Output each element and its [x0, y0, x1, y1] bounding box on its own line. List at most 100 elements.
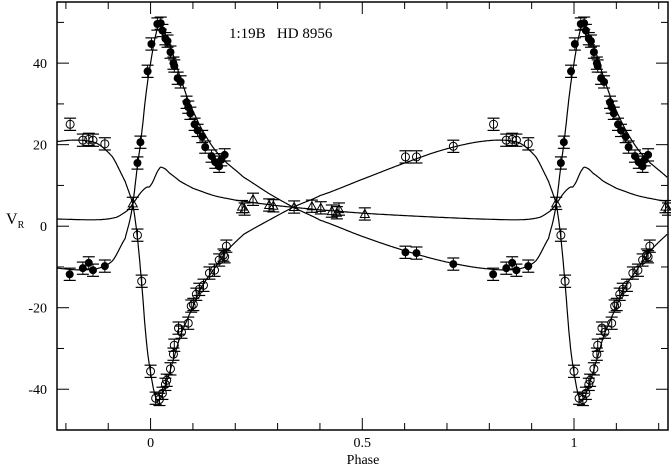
data-point-open-triangle: [314, 201, 327, 215]
marker-open-triangle: [288, 201, 300, 212]
data-point-filled-circle: [145, 37, 158, 51]
marker-filled-circle: [644, 150, 653, 159]
x-tick-label: 1: [571, 436, 578, 451]
data-point-filled-circle: [554, 156, 567, 170]
data-point-open-circle: [135, 274, 148, 288]
marker-open-circle: [628, 268, 638, 278]
data-point-open-circle: [203, 266, 216, 280]
marker-filled-circle: [65, 270, 74, 279]
marker-open-circle: [592, 349, 602, 359]
data-points: [63, 16, 671, 407]
data-point-open-circle: [642, 250, 655, 264]
model-curve-filled-circle: [57, 21, 668, 271]
marker-filled-circle: [502, 264, 511, 273]
data-point-filled-circle: [584, 34, 597, 48]
data-point-open-circle: [144, 364, 157, 379]
marker-open-circle: [65, 119, 75, 129]
marker-filled-circle: [201, 143, 210, 152]
data-point-open-circle: [554, 228, 567, 242]
data-point-filled-circle: [510, 263, 523, 277]
data-point-open-circle: [168, 338, 181, 352]
data-point-open-triangle: [662, 202, 671, 216]
marker-filled-circle: [621, 132, 630, 141]
marker-open-circle: [622, 280, 632, 290]
data-point-open-circle: [598, 325, 611, 339]
data-point-filled-circle: [557, 135, 570, 149]
data-point-filled-circle: [568, 37, 581, 51]
marker-filled-circle: [489, 270, 498, 279]
data-point-open-circle: [131, 228, 144, 242]
y-tick-labels: -40 -20 0 20 40: [28, 57, 47, 398]
marker-filled-circle: [559, 138, 568, 147]
marker-open-circle: [607, 318, 617, 328]
marker-filled-circle: [176, 77, 185, 86]
marker-filled-circle: [412, 249, 421, 258]
data-point-open-circle: [156, 386, 169, 401]
marker-open-circle: [400, 152, 410, 162]
data-point-filled-circle: [565, 64, 578, 79]
marker-open-triangle: [550, 197, 562, 208]
data-point-open-circle: [182, 316, 195, 330]
y-tick-label: 0: [40, 220, 47, 235]
data-point-open-triangle: [267, 199, 280, 213]
chart-title: 1:19B HD 8956: [229, 26, 333, 42]
x-tick-label: 0.5: [354, 436, 372, 451]
data-point-filled-circle: [141, 64, 154, 79]
data-point-open-circle: [399, 150, 412, 164]
model-curves: [57, 21, 668, 402]
data-point-open-triangle: [238, 202, 251, 216]
marker-filled-circle: [401, 248, 410, 257]
y-tick-label: 20: [33, 139, 47, 154]
marker-open-circle: [581, 388, 591, 398]
marker-filled-circle: [163, 37, 172, 46]
data-point-open-circle: [167, 347, 180, 361]
marker-filled-circle: [220, 150, 229, 159]
data-point-filled-circle: [98, 259, 111, 273]
marker-open-circle: [523, 139, 533, 149]
data-point-open-circle: [584, 373, 597, 387]
marker-filled-circle: [593, 61, 602, 70]
marker-open-circle: [584, 379, 594, 389]
marker-open-triangle: [239, 203, 250, 214]
marker-open-circle: [162, 375, 172, 385]
marker-filled-circle: [156, 19, 165, 28]
marker-filled-circle: [512, 266, 521, 275]
data-point-filled-circle: [399, 245, 412, 259]
marker-filled-circle: [186, 109, 195, 118]
data-point-filled-circle: [447, 257, 460, 271]
data-point-filled-circle: [134, 135, 147, 149]
marker-open-triangle: [326, 205, 338, 216]
data-point-open-circle: [160, 373, 173, 387]
x-tick-labels: 0 0.5 1: [147, 436, 577, 451]
marker-open-circle: [615, 289, 625, 299]
y-tick-label: 40: [33, 57, 47, 72]
marker-filled-circle: [136, 138, 145, 147]
marker-open-circle: [183, 318, 193, 328]
marker-open-circle: [511, 135, 521, 145]
axis-ticks: [57, 2, 668, 431]
marker-open-circle: [168, 349, 178, 359]
data-point-open-circle: [591, 338, 604, 352]
marker-open-triangle: [359, 208, 371, 218]
marker-open-triangle: [268, 200, 279, 210]
data-point-filled-circle: [642, 148, 655, 162]
marker-open-circle: [220, 252, 230, 262]
marker-filled-circle: [586, 37, 595, 46]
marker-open-circle: [132, 230, 142, 240]
plot-border: [56, 1, 669, 431]
data-point-filled-circle: [500, 261, 513, 275]
data-point-open-circle: [64, 117, 77, 131]
marker-open-triangle: [306, 200, 318, 211]
marker-open-circle: [411, 152, 421, 162]
data-point-open-circle: [626, 266, 639, 280]
marker-filled-circle: [147, 39, 156, 48]
marker-open-circle: [600, 327, 610, 337]
data-point-open-triangle: [550, 196, 563, 211]
marker-filled-circle: [133, 159, 142, 168]
data-point-open-circle: [218, 250, 231, 264]
data-point-open-circle: [98, 137, 111, 151]
data-point-open-circle: [579, 386, 592, 401]
marker-open-circle: [569, 366, 579, 376]
y-tick-label: -40: [28, 383, 47, 398]
marker-filled-circle: [556, 159, 565, 168]
